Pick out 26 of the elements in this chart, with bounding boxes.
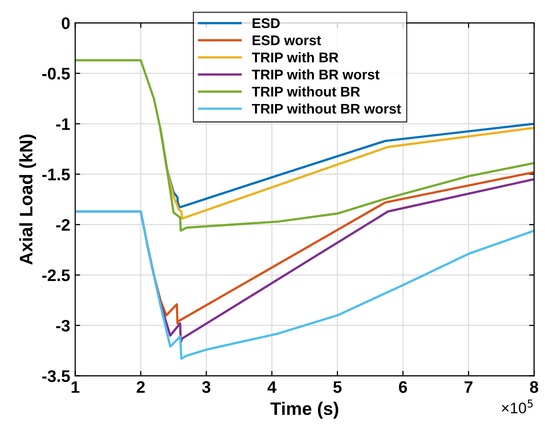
line-series (75, 210, 534, 360)
y-tick-label: -0.5 (42, 68, 70, 80)
legend-label: TRIP with BR (252, 52, 338, 62)
x-tick-label: 1 (72, 381, 80, 393)
y-tick-label: -1.5 (42, 168, 70, 180)
x-tick-label: 5 (333, 381, 342, 393)
text: ×10$^{5}$ (502, 400, 533, 414)
y-tick-label: -2.5 (42, 269, 70, 282)
legend-label: TRIP without BR (252, 86, 360, 97)
legend-label: TRIP with BR worst (252, 69, 380, 80)
x-tick-label: 6 (398, 381, 408, 393)
y-axis-title: Axial Load (kN) (19, 134, 36, 265)
x-tick-label: 2 (136, 381, 145, 393)
legend-label: TRIP without BR worst (252, 103, 402, 114)
y-tick-label: 0 (62, 17, 70, 30)
x-axis-title: Time (s) (270, 402, 338, 419)
y-tick-label: -3 (56, 320, 70, 332)
y-tick-label: -2 (56, 219, 70, 231)
x-tick-label: 8 (530, 381, 538, 393)
x-tick-label: 7 (464, 381, 472, 393)
legend-label: ESD worst (252, 35, 322, 46)
x-tick-label: 4 (267, 381, 276, 393)
x-tick-label: 3 (202, 381, 210, 393)
y-tick-label: -3.5 (42, 370, 70, 382)
y-tick-label: -1 (56, 118, 70, 130)
legend-label: ESD (252, 18, 280, 28)
